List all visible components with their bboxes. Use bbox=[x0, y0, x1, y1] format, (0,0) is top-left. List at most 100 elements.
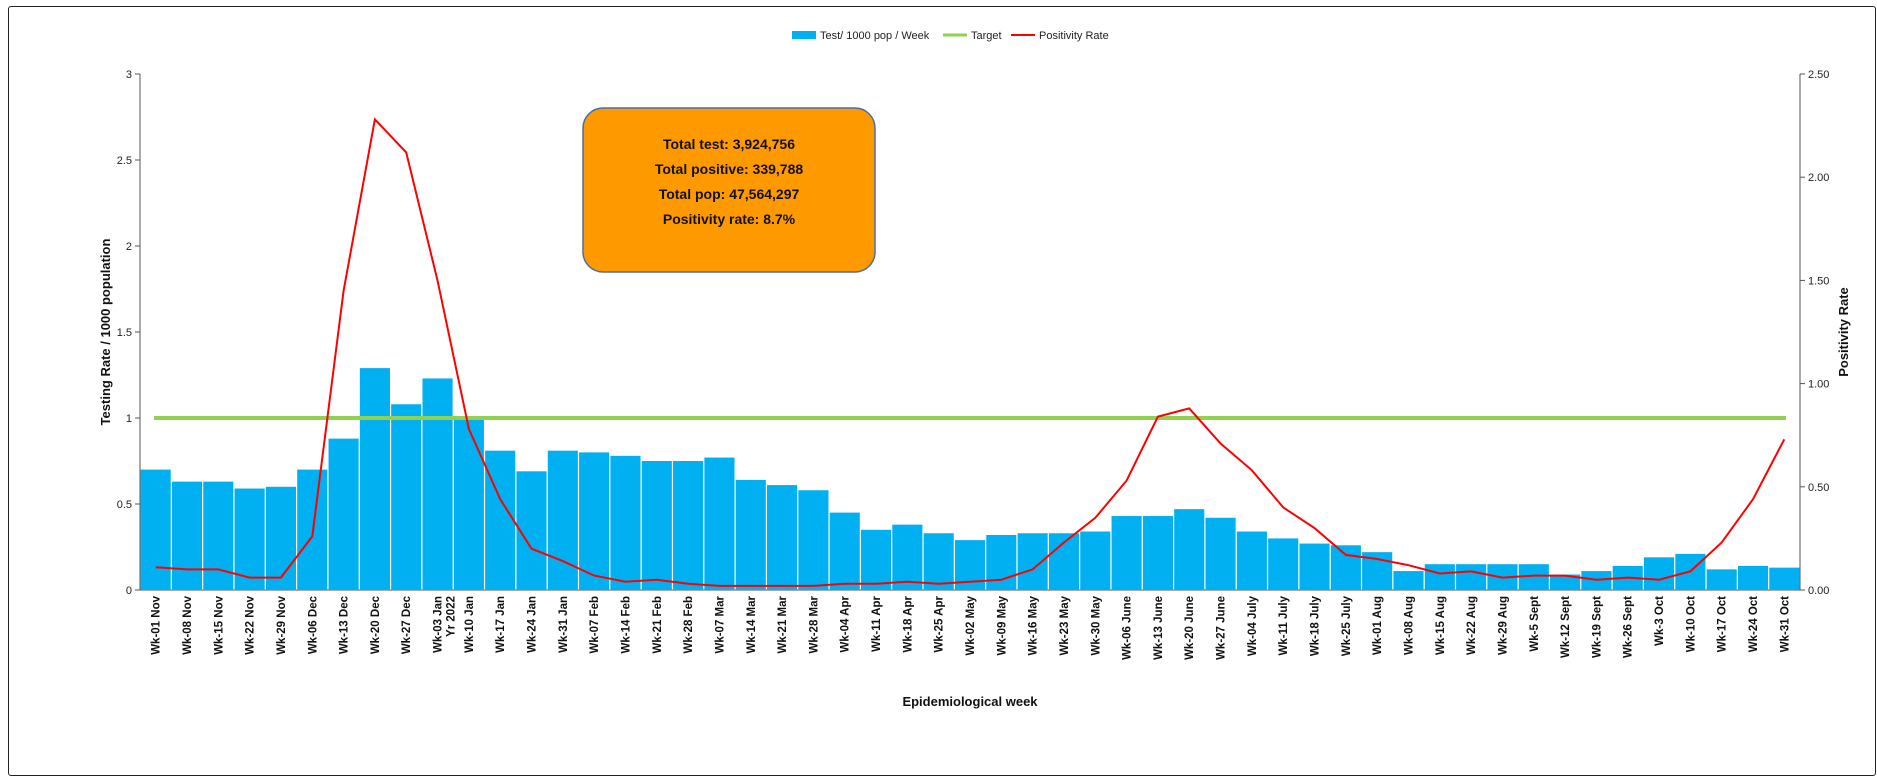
y-ticks-right: 0.00 0.50 1.00 1.50 2.00 2.50 bbox=[1800, 69, 1829, 597]
bar bbox=[1142, 516, 1173, 590]
bar bbox=[1111, 516, 1142, 590]
summary-box bbox=[582, 107, 876, 273]
bar bbox=[1174, 509, 1205, 590]
x-tick-label: Wk-22 Aug bbox=[1466, 596, 1478, 655]
x-tick-label: Wk-07 Feb bbox=[589, 596, 601, 654]
x-tick-label: Wk-17 Jan bbox=[495, 596, 507, 653]
bar bbox=[1769, 567, 1800, 590]
y-tick-label-left: 2 bbox=[126, 241, 132, 253]
bar bbox=[798, 490, 829, 590]
bar-series bbox=[140, 368, 1800, 590]
legend-label-positivity: Positivity Rate bbox=[1039, 30, 1109, 42]
x-tick-label: Wk-14 Mar bbox=[746, 595, 758, 653]
bar bbox=[328, 438, 359, 590]
y-axis-title-left: Testing Rate / 1000 population bbox=[98, 239, 113, 426]
x-tick-label: Wk-18 Apr bbox=[902, 595, 914, 652]
summary-annotation: Total test: 3,924,756 Total positive: 33… bbox=[582, 107, 876, 273]
legend-label-bars: Test/ 1000 pop / Week bbox=[820, 30, 930, 42]
x-ticks: Wk-01 Nov Wk-08 Nov Wk-15 Nov Wk-22 Nov Wk-2… bbox=[151, 595, 1792, 660]
x-tick-label: Wk-20 June bbox=[1184, 596, 1196, 660]
x-tick-label: Wk-09 May bbox=[996, 595, 1008, 655]
bar bbox=[610, 455, 641, 590]
x-tick-label: Wk-20 Dec bbox=[370, 595, 382, 654]
x-tick-label: Wk-08 Nov bbox=[182, 595, 194, 654]
bar bbox=[1393, 571, 1424, 590]
bar bbox=[140, 469, 171, 590]
bar bbox=[453, 419, 484, 590]
bar bbox=[485, 450, 516, 590]
x-tick-label: Wk-08 Aug bbox=[1404, 596, 1416, 655]
y-tick-label-right: 0.50 bbox=[1808, 482, 1829, 494]
y-tick-label-left: 0 bbox=[126, 585, 132, 597]
summary-total-test: Total test: 3,924,756 bbox=[663, 136, 795, 152]
bar bbox=[641, 461, 672, 590]
x-tick-label: Wk-31 Jan bbox=[558, 596, 570, 653]
x-tick-label: Yr 2022 bbox=[446, 596, 458, 637]
x-tick-label: Wk-31 Oct bbox=[1779, 596, 1791, 652]
x-tick-label: Wk-15 Aug bbox=[1435, 596, 1447, 655]
x-tick-label: Wk-07 Mar bbox=[714, 595, 726, 653]
bar bbox=[1236, 531, 1267, 590]
chart-frame bbox=[8, 6, 1876, 776]
x-tick-label: Wk-12 Sept bbox=[1560, 596, 1572, 658]
bar bbox=[1268, 538, 1299, 590]
x-tick-label: Wk-10 Jan bbox=[464, 596, 476, 653]
y-tick-label-left: 0.5 bbox=[117, 499, 132, 511]
positivity-line bbox=[155, 117, 1786, 587]
x-tick-label: Wk-28 Mar bbox=[808, 595, 820, 653]
summary-total-positive: Total positive: 339,788 bbox=[655, 161, 804, 177]
bar bbox=[923, 533, 954, 590]
x-tick-label: Wk-11 July bbox=[1278, 595, 1290, 655]
bar bbox=[516, 471, 547, 590]
bar bbox=[767, 485, 798, 590]
bar bbox=[171, 481, 203, 590]
bar bbox=[829, 512, 860, 590]
legend-swatch-bars bbox=[792, 31, 816, 39]
x-tick-label: Wk-30 May bbox=[1090, 595, 1102, 655]
x-tick-label: Wk-25 Apr bbox=[934, 595, 946, 652]
x-tick-label: Wk-03 Jan bbox=[433, 596, 445, 653]
legend: Test/ 1000 pop / Week Target Positivity … bbox=[792, 30, 1109, 42]
y-tick-label-left: 2.5 bbox=[117, 155, 132, 167]
y-tick-label-right: 2.00 bbox=[1808, 172, 1829, 184]
summary-positivity: Positivity rate: 8.7% bbox=[663, 211, 796, 227]
x-tick-label: Wk-15 Nov bbox=[213, 595, 225, 654]
bar bbox=[234, 488, 265, 590]
x-tick-label: Wk-04 Apr bbox=[840, 595, 852, 652]
x-tick-label: Wk-29 Aug bbox=[1498, 596, 1510, 655]
x-tick-label: Wk-02 May bbox=[965, 595, 977, 655]
bar bbox=[673, 461, 704, 590]
x-tick-label: Wk-24 Oct bbox=[1748, 596, 1760, 652]
x-tick-label: Wk-26 Sept bbox=[1623, 596, 1635, 658]
bar bbox=[1643, 557, 1675, 590]
x-tick-label: Wk-25 July bbox=[1341, 595, 1353, 656]
x-tick-label: Wk-21 Mar bbox=[777, 595, 789, 653]
x-tick-label: Wk-3 Oct bbox=[1654, 596, 1666, 646]
x-tick-label: Wk-27 Dec bbox=[401, 595, 413, 654]
bar bbox=[735, 479, 766, 590]
bar bbox=[1080, 531, 1111, 590]
y-tick-label-right: 1.00 bbox=[1808, 379, 1829, 391]
bar bbox=[579, 452, 610, 590]
x-tick-label: Wk-13 June bbox=[1153, 596, 1165, 660]
y-tick-label-left: 3 bbox=[126, 69, 132, 81]
x-tick-label: Wk-5 Sept bbox=[1529, 596, 1541, 652]
bar bbox=[1737, 565, 1769, 590]
bar bbox=[1424, 564, 1455, 590]
x-tick-label: Wk-13 Dec bbox=[339, 595, 351, 654]
bar bbox=[1706, 569, 1737, 590]
y-tick-label-right: 2.50 bbox=[1808, 69, 1829, 81]
x-tick-label: Wk-10 Oct bbox=[1685, 596, 1697, 652]
x-tick-label: Wk-18 July bbox=[1310, 595, 1322, 656]
x-tick-label: Wk-28 Feb bbox=[683, 596, 695, 654]
bar bbox=[1330, 545, 1361, 590]
x-tick-label: Wk-23 May bbox=[1059, 595, 1071, 655]
x-tick-label: Wk-24 Jan bbox=[527, 596, 539, 653]
x-tick-label: Wk-06 June bbox=[1122, 596, 1134, 660]
positivity-series bbox=[155, 117, 1786, 587]
x-tick-label: Wk-04 July bbox=[1247, 595, 1259, 656]
x-tick-label: Wk-27 June bbox=[1216, 596, 1228, 660]
x-tick-label: Wk-22 Nov bbox=[245, 595, 257, 654]
x-tick-label: Wk-06 Dec bbox=[307, 595, 319, 654]
